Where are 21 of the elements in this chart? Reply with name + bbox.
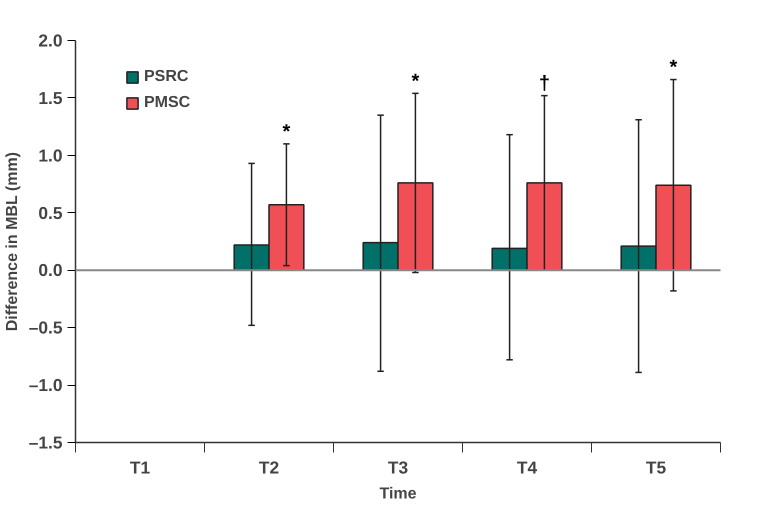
x-tick-label: T2 (258, 458, 280, 478)
x-tick-label: T3 (388, 458, 408, 478)
annotation: * (412, 70, 420, 92)
annotation: * (282, 120, 291, 143)
legend-label: PMSC (144, 94, 190, 112)
y-tick-label: 2.0 (38, 30, 63, 50)
annotation: * (670, 56, 678, 79)
y-tick-label: 0.5 (38, 202, 63, 223)
y-tick-label: 0.0 (38, 260, 63, 280)
y-tick-label: 1.0 (38, 145, 63, 166)
annotation: † (538, 72, 550, 95)
legend-label: PSRC (144, 68, 188, 86)
x-tick-label: T5 (646, 458, 666, 478)
x-tick-label: T4 (516, 458, 538, 478)
y-tick-label: –1.5 (28, 432, 63, 452)
y-tick-label: 1.5 (38, 88, 63, 108)
y-axis-title: Difference in MBL (mm) (4, 152, 21, 332)
x-tick-label: T1 (130, 458, 150, 478)
y-tick-label: –1.0 (28, 375, 63, 396)
x-axis-title: Time (379, 486, 417, 502)
y-tick-label: –0.5 (28, 318, 63, 338)
